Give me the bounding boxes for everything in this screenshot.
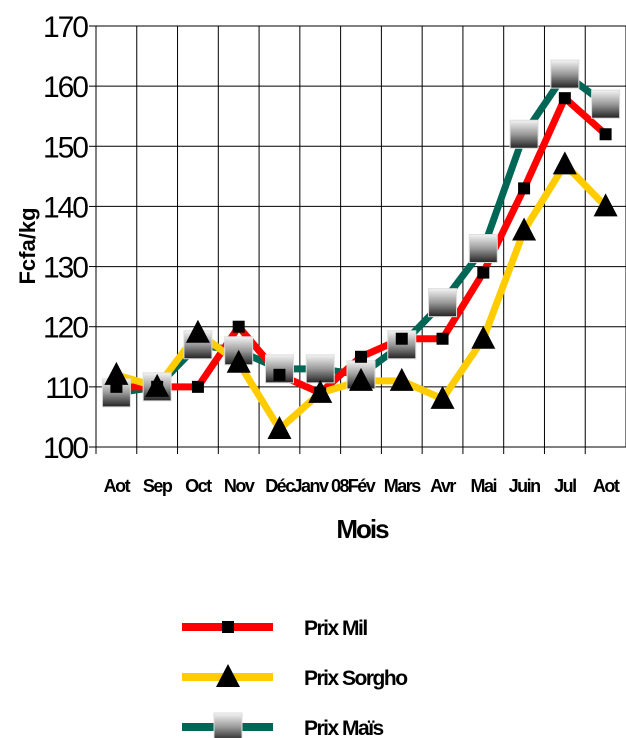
data-point-marker xyxy=(430,385,455,409)
y-tick-label: 110 xyxy=(45,372,88,405)
data-point-marker xyxy=(593,193,618,217)
data-point-marker xyxy=(509,119,539,149)
y-tick-label: 130 xyxy=(43,252,88,285)
data-point-marker xyxy=(349,367,373,391)
x-tick-label: Jul xyxy=(554,476,576,496)
x-tick-label: Nov xyxy=(224,476,255,496)
data-point-marker xyxy=(191,380,204,393)
data-point-marker xyxy=(273,368,286,381)
data-point-marker xyxy=(512,217,537,241)
y-tick-label: 120 xyxy=(43,312,88,345)
x-tick-label: Aot xyxy=(593,476,620,496)
x-tick-label: Oct xyxy=(185,476,212,496)
data-point-marker xyxy=(552,151,577,175)
x-tick-label: Aot xyxy=(104,476,131,496)
grid-lines xyxy=(95,25,626,448)
x-tick-label: Fév xyxy=(348,476,376,496)
data-point-marker xyxy=(232,320,245,333)
data-point-marker xyxy=(389,367,414,391)
data-point-marker xyxy=(267,415,292,439)
data-point-marker xyxy=(308,379,333,403)
legend: Prix Mil Prix Sorgho Prix Maïs xyxy=(182,617,409,738)
data-point-marker xyxy=(518,182,531,195)
data-point-marker xyxy=(471,325,496,349)
data-point-marker xyxy=(436,332,449,345)
y-tick-label: 140 xyxy=(43,191,88,224)
x-axis-label: Mois xyxy=(336,514,389,544)
data-point-marker xyxy=(226,349,251,373)
x-tick-label: Déc xyxy=(265,476,295,496)
legend-marker xyxy=(222,621,234,633)
legend-label: Prix Mil xyxy=(304,617,367,640)
y-tick-label: 100 xyxy=(43,432,88,465)
y-tick-label: 160 xyxy=(43,71,88,104)
data-point-marker xyxy=(558,92,571,105)
data-point-marker xyxy=(477,266,490,279)
y-axis-label: Fcfa/kg xyxy=(15,207,40,284)
data-point-marker xyxy=(395,332,408,345)
x-tick-label: Mai xyxy=(471,476,497,496)
y-tick-label: 150 xyxy=(43,131,88,164)
data-point-marker xyxy=(468,234,498,264)
data-point-marker xyxy=(104,361,129,385)
legend-marker xyxy=(213,712,243,738)
data-point-marker xyxy=(145,373,170,397)
y-axis-ticks: 100 110 120 130 140 150 160 170 xyxy=(43,11,96,465)
x-tick-label: Avr xyxy=(430,476,456,496)
data-point-marker xyxy=(428,288,458,318)
data-point-marker xyxy=(550,59,580,89)
y-tick-label: 170 xyxy=(43,11,88,44)
data-point-marker xyxy=(185,319,210,343)
data-point-marker xyxy=(305,354,335,384)
x-tick-label: Sep xyxy=(143,476,173,496)
legend-marker xyxy=(216,664,240,687)
x-tick-label: Janv 08 xyxy=(292,476,349,496)
legend-label: Prix Maïs xyxy=(304,717,384,738)
x-tick-label: Mars xyxy=(384,476,422,496)
data-point-marker xyxy=(599,128,612,141)
x-tick-label: Juin xyxy=(509,476,541,496)
data-point-marker xyxy=(355,350,367,363)
data-point-marker xyxy=(591,89,621,119)
series-markers xyxy=(101,59,621,439)
legend-label: Prix Sorgho xyxy=(304,667,407,690)
